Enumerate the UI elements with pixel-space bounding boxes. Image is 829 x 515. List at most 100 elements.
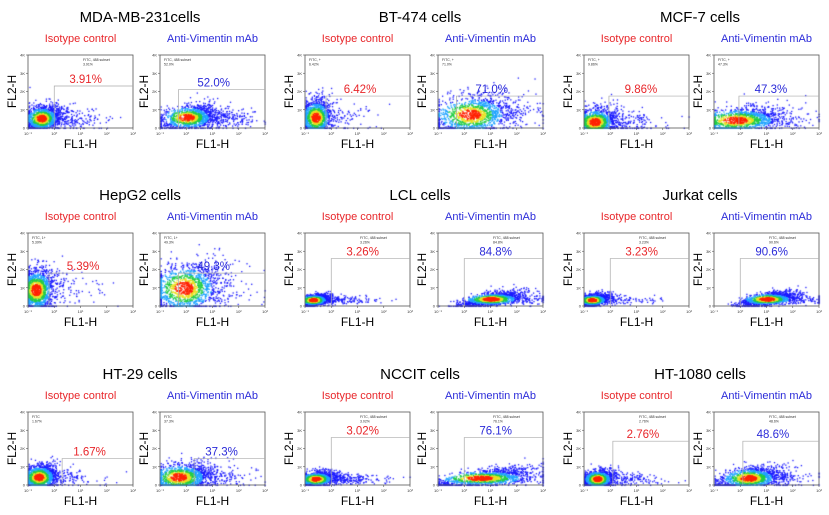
y-tick-label: 4K [297,231,302,236]
plot-frame [437,232,544,307]
x-axis-label: FL1-H [196,315,229,329]
y-tick-label: 2K [430,446,435,451]
y-tick-label: 0 [579,126,582,131]
y-axis-label: FL2-H [5,75,19,108]
gate-outline [463,437,543,485]
y-tick-label: 1K [297,464,302,469]
x-tick-label: 10¹ [355,309,361,314]
y-tick-label: 2K [430,267,435,272]
x-axis-label: FL1-H [750,315,783,329]
plot-subtitle: Anti-Vimentin mAb [167,211,258,223]
y-tick-label: 0 [433,483,436,488]
x-tick-label: 10⁰ [183,309,189,314]
gate-label-percentage: 48.6% [769,420,779,424]
y-tick-label: 0 [709,304,712,309]
gate-percentage: 48.6% [757,429,790,441]
x-tick-label: 10² [236,309,242,314]
y-tick-label: 1K [20,285,25,290]
x-axis-label: FL1-H [750,137,783,151]
gate-label-percentage: 3.91% [83,63,93,67]
plot-subtitle: Anti-Vimentin mAb [167,33,258,45]
y-tick-label: 2K [706,89,711,94]
x-tick-label: 10⁰ [737,131,743,136]
y-tick-label: 1K [297,285,302,290]
y-tick-label: 0 [155,483,158,488]
x-axis-label: FL1-H [474,494,507,508]
y-tick-label: 4K [706,231,711,236]
y-tick-label: 4K [430,53,435,58]
x-tick-label: 10² [104,488,110,493]
y-tick-label: 4K [297,53,302,58]
gate-percentage: 71.0% [475,84,508,96]
panel-title: MDA-MB-231cells [80,9,201,26]
y-tick-label: 4K [706,410,711,415]
y-tick-label: 3K [430,428,435,433]
y-axis-label: FL2-H [415,432,429,465]
gate-percentage: 3.26% [346,247,379,259]
y-tick-label: 1K [706,285,711,290]
y-tick-label: 1K [152,285,157,290]
y-tick-label: 3K [706,71,711,76]
x-tick-label: 10¹ [634,309,640,314]
x-tick-label: 10² [514,309,520,314]
x-tick-label: 10⁻¹ [24,131,33,136]
panel-title: Jurkat cells [662,187,737,204]
x-tick-label: 10¹ [78,131,84,136]
y-tick-label: 0 [579,483,582,488]
x-axis-label: FL1-H [196,494,229,508]
y-tick-label: 0 [23,304,26,309]
gate-percentage: 3.02% [346,426,379,438]
x-tick-label: 10³ [262,488,268,493]
x-tick-label: 10⁰ [328,309,334,314]
gate-percentage: 6.42% [344,84,377,96]
gate-label: FITC [32,415,40,419]
gate-label-percentage: 9.86% [588,63,598,67]
x-axis-label: FL1-H [196,137,229,151]
gate-label-percentage: 47.3% [718,63,728,67]
y-tick-label: 2K [430,89,435,94]
x-axis-label: FL1-H [620,137,653,151]
y-tick-label: 3K [152,428,157,433]
x-tick-label: 10⁻¹ [710,131,719,136]
x-axis-label: FL1-H [341,315,374,329]
x-tick-label: 10³ [816,309,822,314]
y-tick-label: 3K [20,428,25,433]
x-tick-label: 10³ [686,488,692,493]
y-tick-label: 1K [576,107,581,112]
gate-label: FITC, + [309,58,321,62]
y-axis-label: FL2-H [561,253,575,286]
x-tick-label: 10³ [407,488,413,493]
gate-outline [612,440,689,485]
x-tick-label: 10⁰ [183,488,189,493]
plot-frame [583,232,690,307]
gate-outline [330,258,410,306]
y-tick-label: 2K [20,267,25,272]
y-tick-label: 1K [706,464,711,469]
y-tick-label: 2K [20,446,25,451]
y-tick-label: 0 [433,126,436,131]
y-tick-label: 4K [576,53,581,58]
gate-label-percentage: 3.02% [360,420,370,424]
y-tick-label: 3K [20,249,25,254]
y-tick-label: 1K [430,107,435,112]
x-tick-label: 10¹ [764,488,770,493]
x-tick-label: 10⁻¹ [710,488,719,493]
gate-label-percentage: 49.3% [164,241,174,245]
gate-label: FITC, 488 subset [83,58,110,62]
gate-label: FITC, 1+ [32,236,46,240]
y-axis-label: FL2-H [282,253,296,286]
gate-label: FITC, + [588,58,600,62]
y-tick-label: 3K [297,71,302,76]
y-tick-label: 1K [20,107,25,112]
gate-label-percentage: 2.76% [639,420,649,424]
x-tick-label: 10⁰ [51,131,57,136]
